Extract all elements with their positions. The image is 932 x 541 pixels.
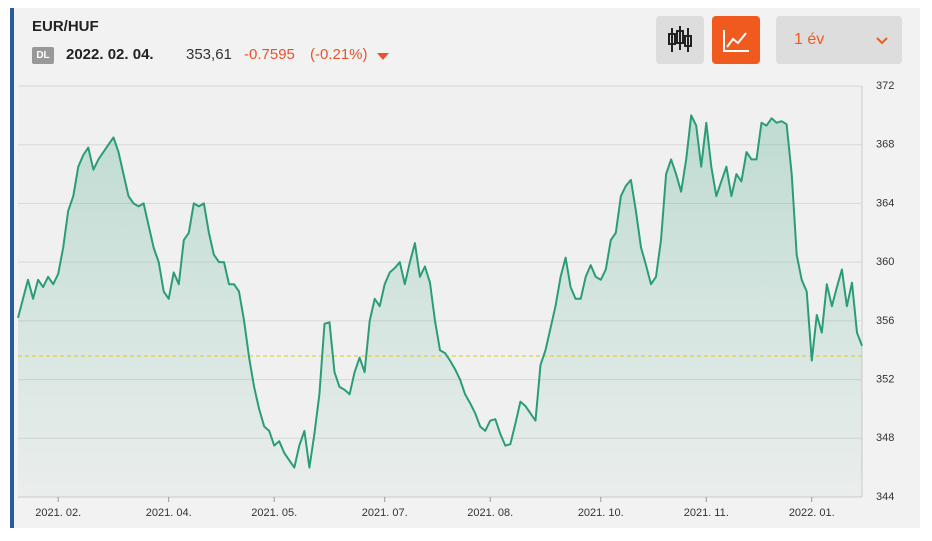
period-label: 1 év	[794, 31, 825, 48]
y-tick-label: 368	[876, 139, 894, 151]
y-tick-label: 352	[876, 373, 894, 385]
y-tick-label: 344	[876, 491, 894, 503]
chevron	[876, 37, 888, 45]
x-tick-label: 2021. 10.	[578, 507, 624, 519]
y-tick-label: 360	[876, 256, 894, 268]
line-icon	[723, 30, 749, 52]
x-tick-label: 2021. 02.	[35, 507, 81, 519]
change-pct: (-0.21%)	[310, 46, 368, 63]
x-tick-label: 2022. 01.	[789, 507, 835, 519]
candle-button[interactable]	[656, 16, 704, 64]
y-tick-label: 372	[876, 80, 894, 92]
price-line	[17, 114, 863, 469]
x-tick-label: 2021. 11.	[684, 507, 729, 519]
x-tick-label: 2021. 08.	[467, 507, 513, 519]
y-tick-label: 364	[876, 197, 894, 209]
x-tick-label: 2021. 05.	[251, 507, 297, 519]
area	[18, 115, 862, 498]
x-tick-label: 2021. 07.	[362, 507, 408, 519]
pair-title: EUR/HUF	[32, 18, 99, 35]
price: 353,61	[186, 46, 232, 63]
y-tick-label: 356	[876, 315, 894, 327]
line-button[interactable]	[712, 16, 760, 64]
candle-icon	[668, 26, 692, 52]
y-tick-label: 348	[876, 432, 894, 444]
x-tick-label: 2021. 04.	[146, 507, 192, 519]
date: 2022. 02. 04.	[66, 46, 154, 63]
down-arrow	[377, 53, 389, 60]
period-dropdown[interactable]: 1 év	[776, 16, 902, 64]
badge: DL	[32, 47, 54, 64]
change: -0.7595	[244, 46, 295, 63]
